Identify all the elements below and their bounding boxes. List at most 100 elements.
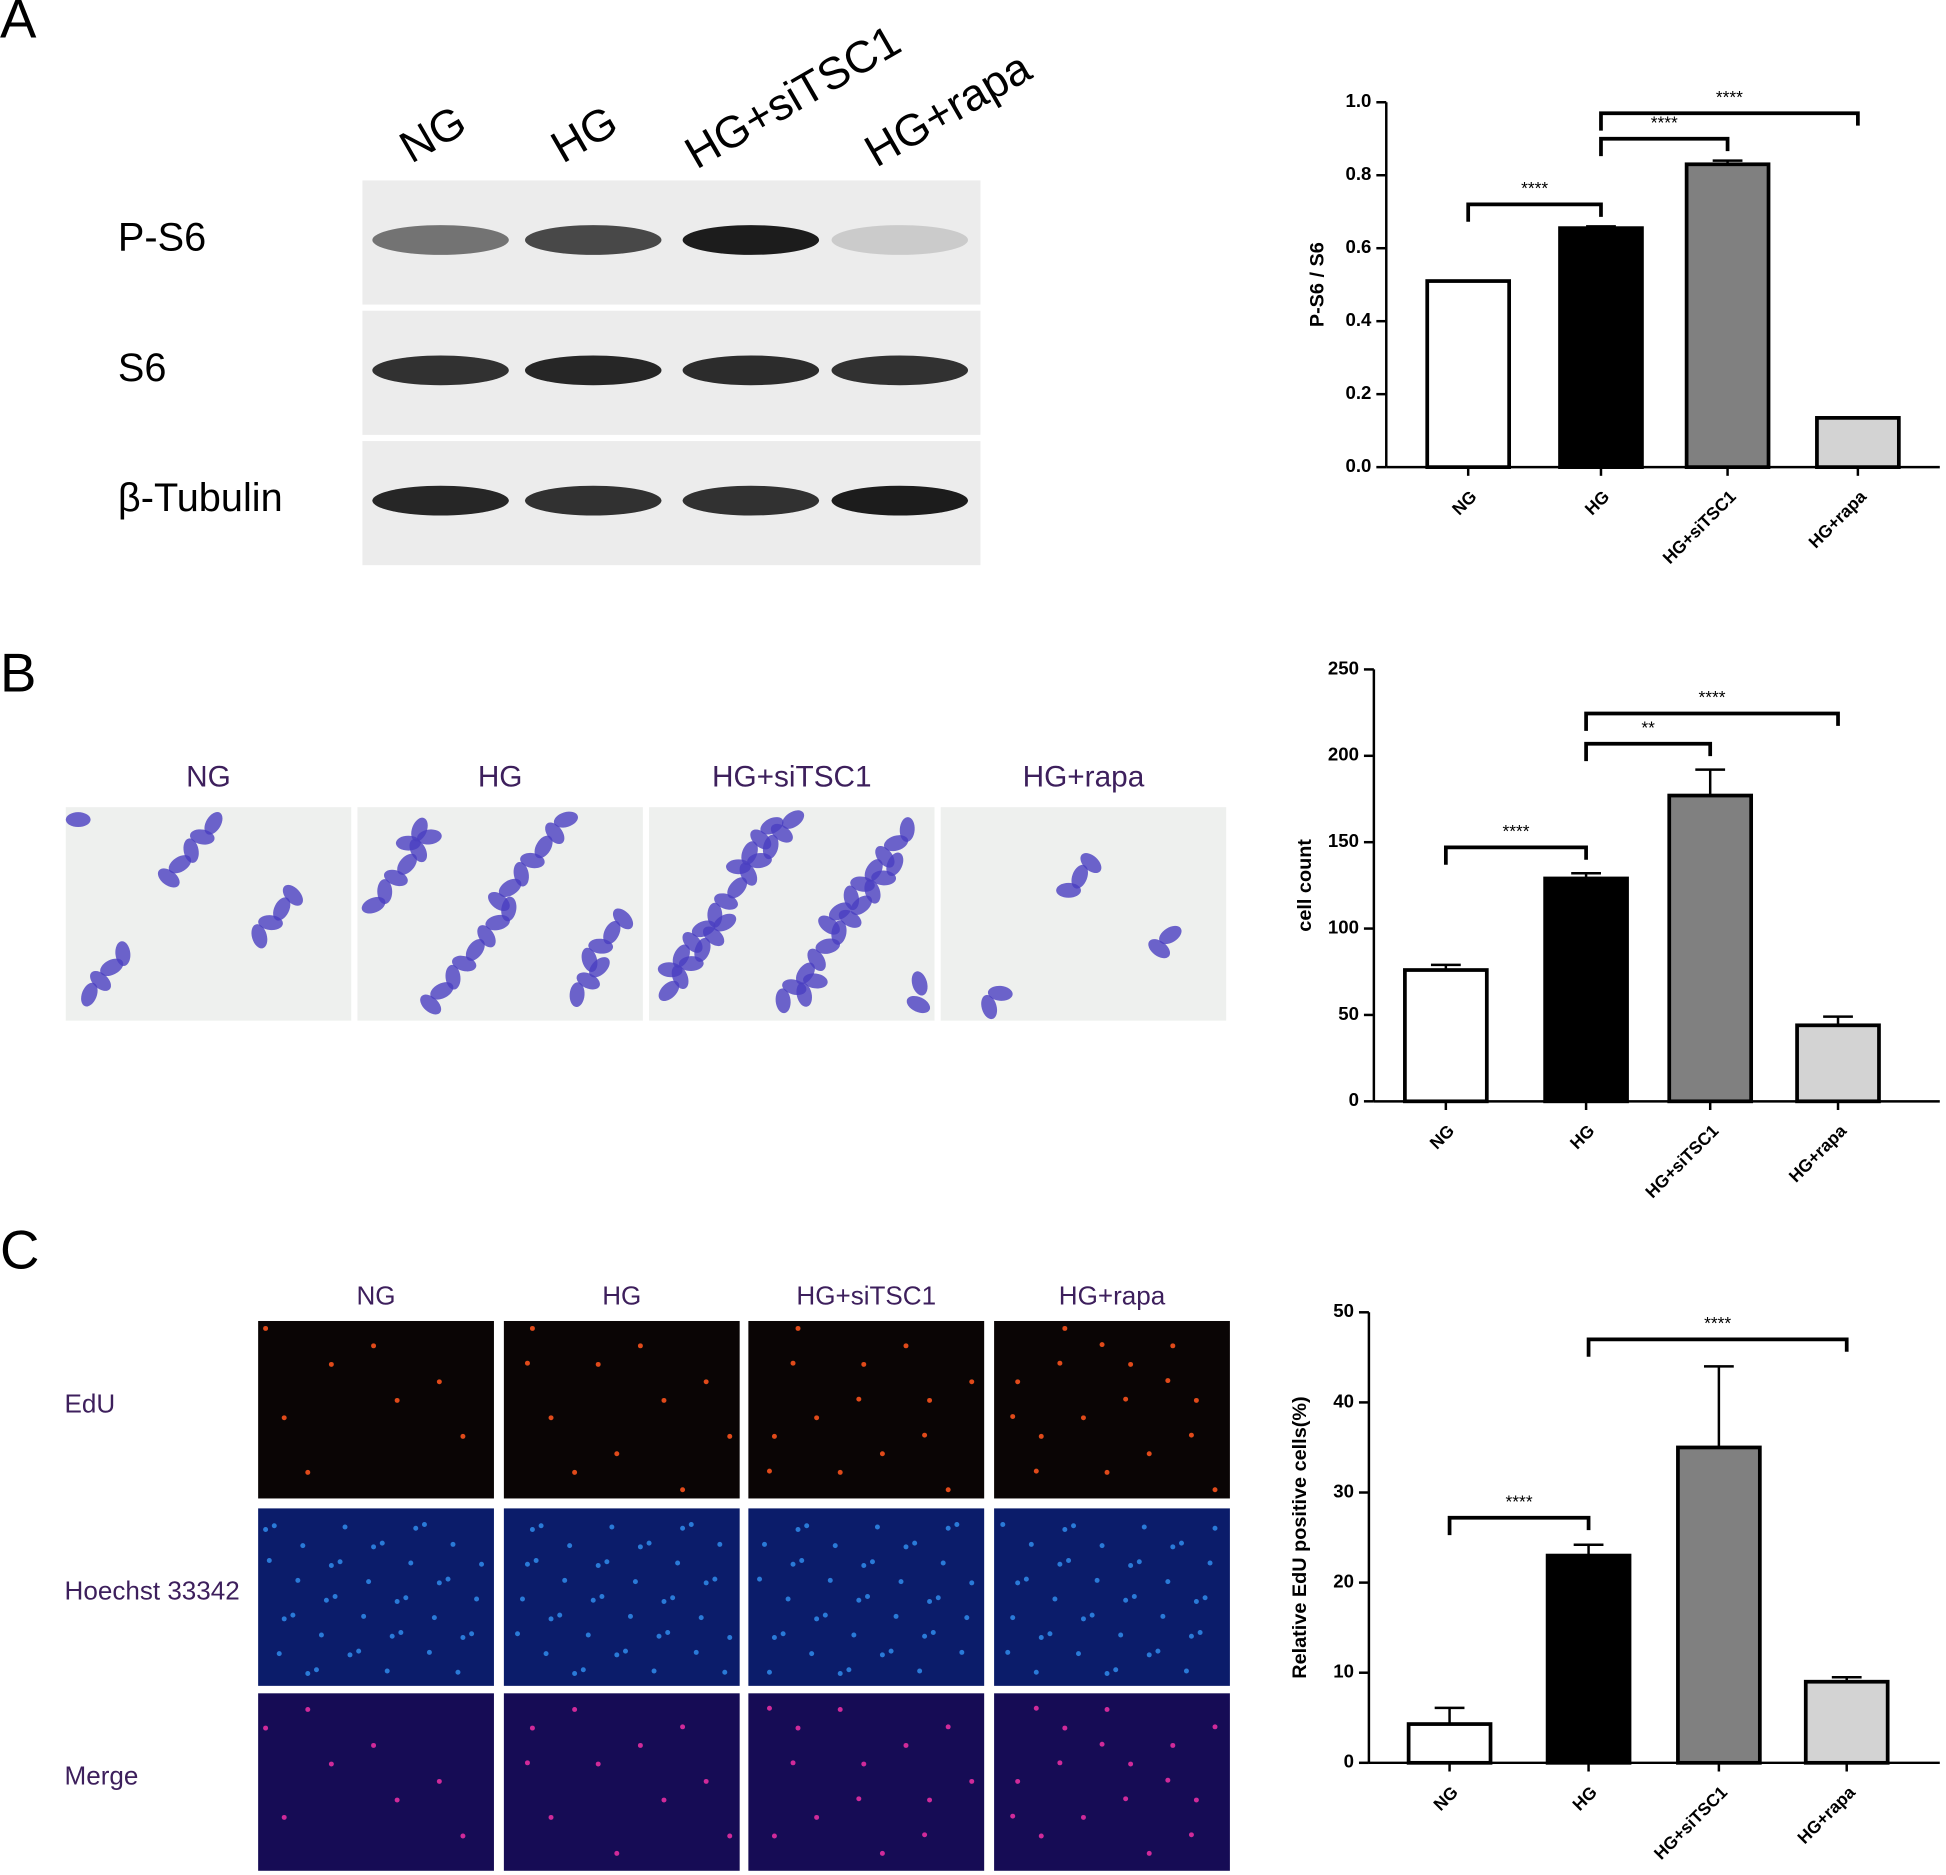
stained-cell [899, 817, 915, 842]
nucleus [703, 1778, 709, 1784]
nucleus [595, 1761, 601, 1767]
row-label: P-S6 [118, 216, 206, 260]
x-tick-label: HG+siTSC1 [1641, 1120, 1723, 1202]
significance-label: **** [1651, 112, 1678, 132]
nucleus [898, 1579, 904, 1585]
nucleus [1131, 1594, 1137, 1599]
stained-cell [727, 877, 748, 899]
nucleus [861, 1761, 867, 1767]
blot-band [524, 355, 662, 386]
nucleus [1179, 1540, 1184, 1546]
blot-band [372, 485, 509, 516]
nucleus [795, 1527, 801, 1532]
nucleus [524, 1360, 530, 1366]
nucleus [846, 1667, 852, 1673]
nucleus [1080, 1814, 1086, 1820]
nucleus [469, 1631, 475, 1637]
panel-letter: A [0, 0, 37, 49]
nucleus [474, 1596, 480, 1602]
nucleus [856, 1796, 862, 1802]
nucleus [1188, 1432, 1194, 1438]
stained-cell [1159, 925, 1182, 945]
nucleus [856, 1597, 862, 1603]
stained-cell [981, 994, 998, 1020]
stained-cell [477, 925, 496, 948]
nucleus [766, 1669, 772, 1675]
panel-letter: B [0, 642, 36, 703]
stained-cell [694, 937, 711, 962]
nucleus [572, 1670, 578, 1676]
nucleus [680, 1724, 686, 1730]
nucleus [524, 1760, 530, 1766]
significance-bracket [1584, 711, 1840, 731]
micrograph [503, 1320, 740, 1499]
stained-cell [671, 965, 689, 990]
y-axis-label: Relative EdU positive cells(%) [1289, 1396, 1311, 1678]
x-tick-label: HG+rapa [1785, 1120, 1851, 1186]
lane-label: HG+rapa [1023, 761, 1145, 794]
stained-cell [65, 812, 91, 828]
x-tick-label: HG+siTSC1 [1650, 1782, 1732, 1864]
nucleus [1076, 1651, 1081, 1657]
nucleus [356, 1648, 362, 1654]
nucleus [263, 1325, 269, 1331]
nucleus [609, 1524, 615, 1530]
nucleus [954, 1522, 960, 1528]
nucleus [342, 1524, 348, 1530]
stained-cell [612, 908, 634, 930]
stained-cell [796, 982, 812, 1007]
row-label: EdU [65, 1388, 116, 1418]
nucleus [450, 1541, 456, 1547]
nucleus [1062, 1725, 1068, 1731]
bar [1803, 1679, 1890, 1765]
y-tick-label: 0 [1349, 1089, 1359, 1110]
bar [1795, 1023, 1881, 1104]
x-tick-label: NG [1426, 1121, 1459, 1154]
nucleus [295, 1577, 301, 1583]
nucleus [538, 1523, 544, 1529]
nucleus [757, 1576, 763, 1582]
nucleus [1099, 1543, 1105, 1549]
nucleus [832, 1543, 838, 1549]
micrograph [940, 807, 1227, 1021]
nucleus [1146, 1451, 1152, 1457]
stained-cell [1071, 864, 1088, 889]
significance-label: ** [1641, 717, 1655, 737]
nucleus [614, 1451, 620, 1457]
nucleus [922, 1633, 928, 1639]
lane-label: HG+siTSC1 [796, 1280, 936, 1310]
lane-label: HG+rapa [1059, 1280, 1166, 1310]
micrograph [994, 1508, 1230, 1686]
nucleus [959, 1649, 965, 1655]
nucleus [1104, 1670, 1110, 1676]
significance-label: **** [1704, 1313, 1731, 1333]
x-tick-label: NG [1429, 1782, 1462, 1815]
stained-cell [282, 884, 303, 906]
nucleus [337, 1559, 343, 1565]
bar [1545, 1553, 1632, 1765]
significance-bracket [1447, 1515, 1591, 1536]
nucleus [300, 1543, 306, 1549]
nucleus [1113, 1667, 1119, 1673]
stained-cell [81, 982, 98, 1007]
nucleus [305, 1469, 311, 1475]
nucleus [712, 1576, 718, 1582]
nucleus [328, 1361, 334, 1367]
nucleus [413, 1525, 419, 1531]
x-tick-label: HG [1568, 1782, 1601, 1815]
nucleus [384, 1668, 390, 1674]
nucleus [1146, 1850, 1152, 1856]
nucleus [1015, 1379, 1021, 1385]
nucleus [790, 1360, 796, 1366]
nucleus [328, 1563, 334, 1568]
stained-cell [569, 982, 585, 1007]
nucleus [1057, 1561, 1063, 1567]
nucleus [799, 1558, 805, 1563]
stained-cell [906, 995, 931, 1014]
y-tick-label: 150 [1328, 830, 1359, 851]
nucleus [637, 1544, 643, 1550]
stained-cell [361, 896, 386, 914]
stained-cell [409, 839, 428, 863]
nucleus [879, 1652, 885, 1658]
